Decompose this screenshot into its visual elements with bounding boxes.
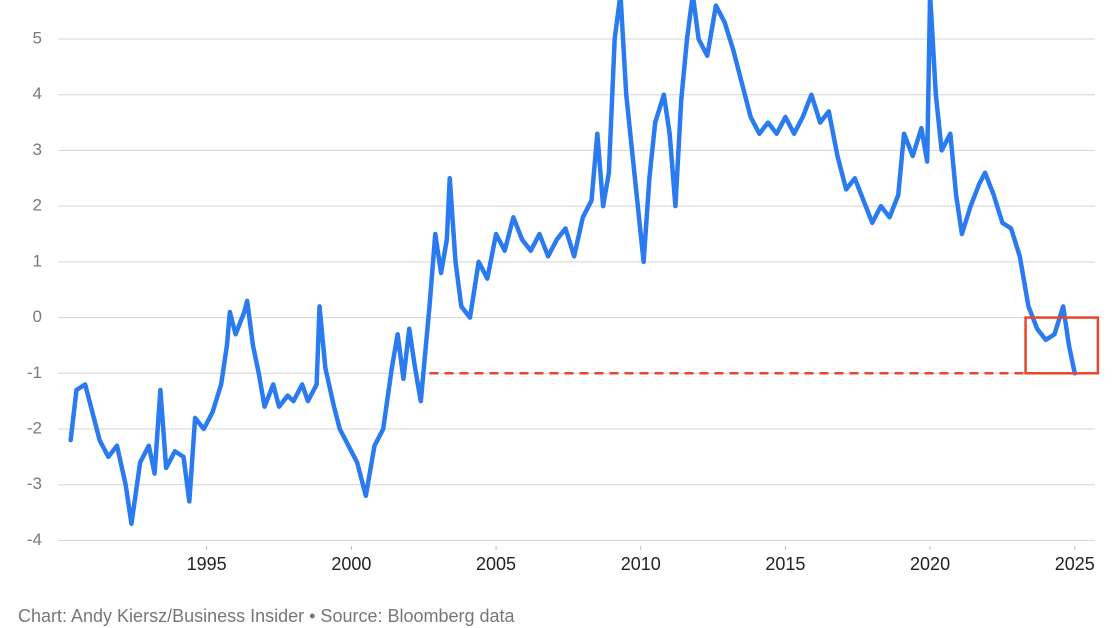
plot-area [68, 0, 1077, 526]
x-tick-label: 2020 [910, 554, 950, 574]
y-tick-label: 4 [33, 84, 42, 103]
source-note: Chart: Andy Kiersz/Business Insider • So… [18, 606, 516, 626]
x-tick-label: 2000 [331, 554, 371, 574]
data-line [68, 0, 1077, 526]
y-tick-label: 2 [33, 196, 42, 215]
x-tick-label: 2015 [765, 554, 805, 574]
y-tick-label: 1 [33, 251, 42, 270]
x-tick-label: 2010 [621, 554, 661, 574]
highlight-box [1024, 316, 1100, 375]
y-tick-label: -1 [27, 363, 42, 382]
x-tick-label: 1995 [187, 554, 227, 574]
y-tick-label: 0 [33, 307, 42, 326]
x-tick-label: 2005 [476, 554, 516, 574]
y-tick-label: -2 [27, 418, 42, 437]
y-tick-label: -4 [27, 530, 42, 549]
y-tick-label: -3 [27, 474, 42, 493]
y-tick-label: 5 [33, 28, 42, 47]
x-tick-label: 2025 [1055, 554, 1095, 574]
y-tick-label: 3 [33, 140, 42, 159]
